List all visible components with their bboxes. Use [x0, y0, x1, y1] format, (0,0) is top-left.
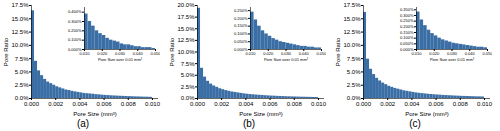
svg-text:15.0%: 15.0% [177, 26, 195, 32]
svg-text:17.5%: 17.5% [177, 14, 195, 20]
svg-text:0.250%: 0.250% [234, 8, 248, 13]
svg-text:0.000: 0.000 [356, 101, 372, 107]
svg-text:0.150%: 0.150% [400, 30, 414, 35]
svg-text:10.0%: 10.0% [177, 49, 195, 55]
svg-text:0.0%: 0.0% [180, 95, 195, 102]
svg-text:0.010: 0.010 [145, 101, 161, 107]
svg-text:0.040: 0.040 [464, 51, 475, 57]
svg-text:0.200%: 0.200% [400, 24, 414, 29]
svg-text:0.050: 0.050 [482, 51, 492, 56]
svg-text:0.006: 0.006 [97, 101, 113, 107]
svg-text:0.006: 0.006 [429, 101, 445, 107]
svg-text:0.300%: 0.300% [68, 19, 82, 24]
svg-text:0.200%: 0.200% [234, 16, 248, 21]
svg-text:0.004: 0.004 [404, 101, 420, 107]
svg-text:12.5%: 12.5% [343, 29, 361, 35]
svg-text:12.5%: 12.5% [11, 29, 29, 35]
svg-text:0.008: 0.008 [287, 101, 303, 107]
svg-text:0.010: 0.010 [411, 51, 422, 56]
svg-text:0.050: 0.050 [150, 51, 160, 56]
svg-text:0.050%: 0.050% [234, 39, 248, 44]
svg-text:0.0%: 0.0% [346, 95, 361, 102]
svg-text:5.0%: 5.0% [181, 72, 195, 78]
svg-text:Pore Size (mm³): Pore Size (mm³) [73, 111, 117, 117]
svg-text:17.5%: 17.5% [11, 2, 29, 8]
svg-text:Pore Size over 0.01 mm³: Pore Size over 0.01 mm³ [264, 57, 309, 62]
html-text:(c): (c) [409, 118, 421, 129]
svg-text:0.020: 0.020 [97, 51, 108, 57]
svg-text:5.0%: 5.0% [347, 69, 361, 75]
svg-text:0.002: 0.002 [214, 101, 230, 107]
svg-text:7.5%: 7.5% [181, 61, 195, 67]
svg-text:0.008: 0.008 [121, 101, 137, 107]
svg-text:0.100%: 0.100% [68, 37, 82, 42]
svg-text:0.100%: 0.100% [400, 35, 414, 40]
svg-text:2.5%: 2.5% [181, 84, 195, 90]
svg-text:7.5%: 7.5% [15, 56, 29, 62]
svg-text:0.020: 0.020 [263, 51, 274, 57]
html-text:(a): (a) [76, 118, 90, 129]
svg-text:0.000: 0.000 [190, 101, 206, 107]
svg-text:0.000: 0.000 [24, 101, 40, 107]
svg-text:12.5%: 12.5% [177, 37, 195, 43]
svg-text:Pore Size over 0.01 mm³: Pore Size over 0.01 mm³ [98, 57, 143, 62]
svg-text:0.030: 0.030 [447, 51, 457, 57]
html-text:(b): (b) [242, 118, 256, 129]
svg-text:Pore Size (mm³): Pore Size (mm³) [239, 111, 283, 117]
svg-text:0.200%: 0.200% [68, 28, 82, 33]
svg-text:0.010: 0.010 [477, 101, 493, 107]
svg-text:0.000%: 0.000% [233, 46, 248, 52]
svg-text:2.5%: 2.5% [347, 82, 361, 88]
svg-text:0.004: 0.004 [238, 101, 254, 107]
svg-text:5.0%: 5.0% [15, 69, 29, 75]
svg-text:0.050%: 0.050% [400, 41, 414, 46]
svg-text:15.0%: 15.0% [343, 16, 361, 22]
svg-text:0.250%: 0.250% [400, 18, 414, 23]
svg-text:0.300%: 0.300% [400, 13, 414, 18]
svg-text:0.000%: 0.000% [399, 46, 414, 52]
svg-text:Pore Ratio: Pore Ratio [169, 37, 175, 66]
svg-text:0.010: 0.010 [79, 51, 90, 56]
svg-text:0.0%: 0.0% [14, 95, 29, 102]
svg-text:0.008: 0.008 [453, 101, 469, 107]
svg-text:0.020: 0.020 [429, 51, 440, 57]
svg-text:0.002: 0.002 [380, 101, 396, 107]
svg-text:0.040: 0.040 [298, 51, 309, 57]
svg-text:0.100%: 0.100% [234, 31, 248, 36]
svg-text:Pore Ratio: Pore Ratio [3, 37, 9, 66]
svg-text:Pore Ratio: Pore Ratio [335, 37, 341, 66]
svg-text:10.0%: 10.0% [11, 42, 29, 48]
svg-text:0.030: 0.030 [281, 51, 291, 57]
svg-text:2.5%: 2.5% [15, 82, 29, 88]
svg-text:17.5%: 17.5% [343, 2, 361, 8]
svg-text:0.400%: 0.400% [68, 9, 82, 14]
svg-text:10.0%: 10.0% [343, 42, 361, 48]
svg-text:0.030: 0.030 [115, 51, 125, 57]
svg-text:0.040: 0.040 [132, 51, 143, 57]
svg-text:20.0%: 20.0% [177, 2, 195, 8]
svg-text:0.350%: 0.350% [400, 7, 414, 12]
svg-text:0.010: 0.010 [245, 51, 256, 56]
svg-text:Pore Size over 0.01 mm³: Pore Size over 0.01 mm³ [430, 57, 475, 62]
svg-text:0.002: 0.002 [48, 101, 64, 107]
svg-text:Pore Size (mm³): Pore Size (mm³) [405, 111, 449, 117]
svg-text:0.050: 0.050 [316, 51, 326, 56]
svg-text:0.010: 0.010 [311, 101, 327, 107]
svg-text:15.0%: 15.0% [11, 16, 29, 22]
svg-text:0.006: 0.006 [263, 101, 279, 107]
svg-text:0.004: 0.004 [72, 101, 88, 107]
svg-text:7.5%: 7.5% [347, 56, 361, 62]
svg-text:0.150%: 0.150% [234, 23, 248, 28]
svg-text:0.000%: 0.000% [67, 46, 82, 52]
